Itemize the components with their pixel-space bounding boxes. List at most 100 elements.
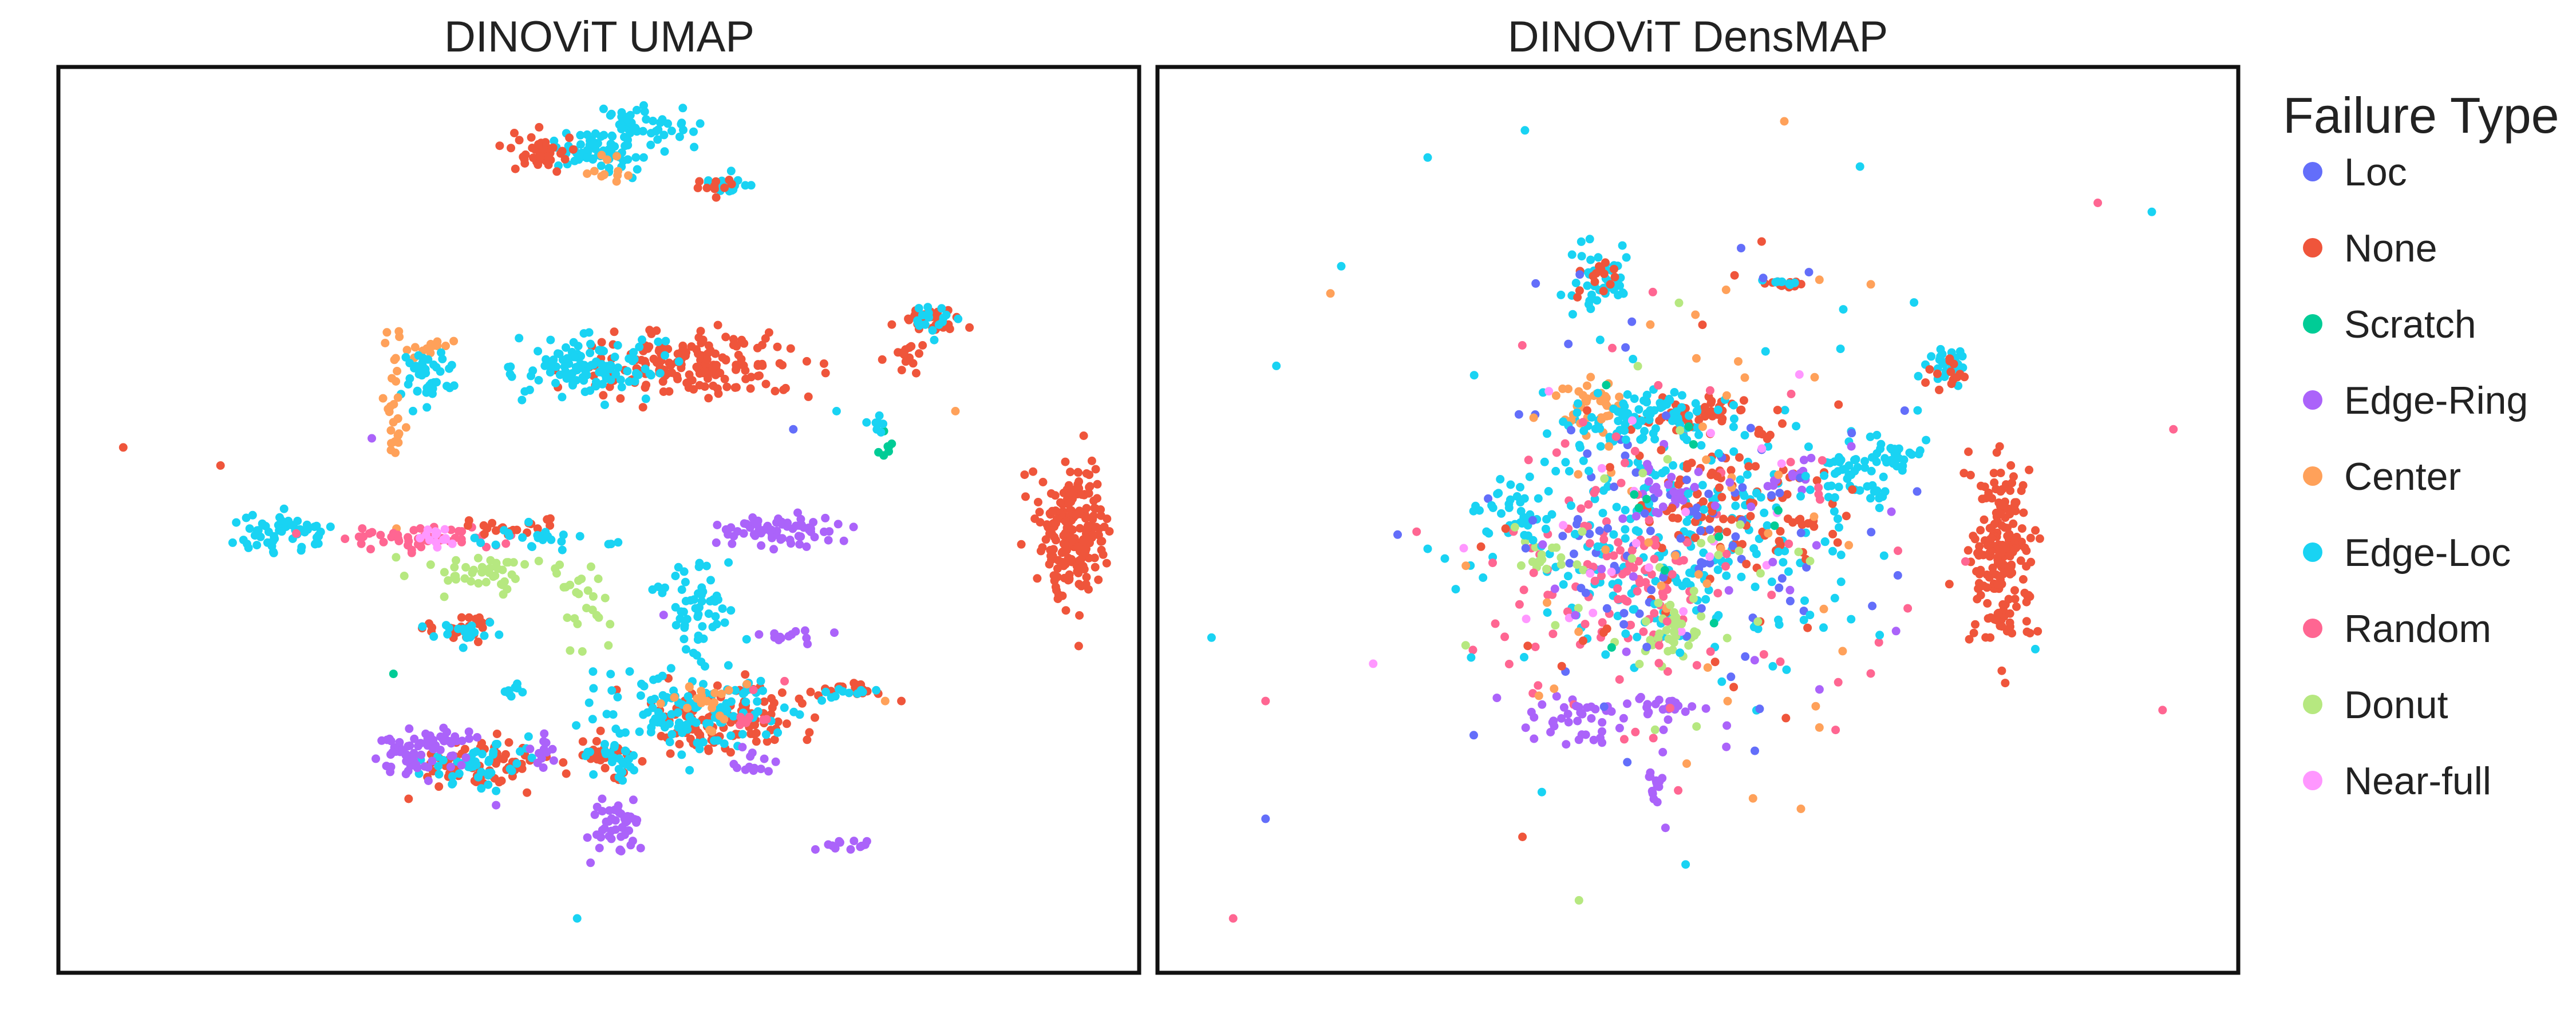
point-edge-ring: [446, 762, 455, 771]
point-none: [2016, 556, 2025, 565]
point-edge-loc: [677, 750, 686, 759]
point-donut: [1676, 426, 1685, 435]
point-edge-loc: [429, 360, 438, 369]
point-edge-loc: [559, 530, 568, 540]
point-none: [1657, 446, 1666, 455]
point-edge-loc: [738, 730, 747, 739]
point-edge-loc: [1876, 439, 1886, 449]
point-edge-loc: [1796, 492, 1805, 501]
point-edge-loc: [558, 545, 567, 554]
legend-item-edge-loc: Edge-Loc: [2303, 531, 2511, 575]
legend-label-loc: Loc: [2344, 150, 2407, 194]
point-none: [1668, 513, 1677, 522]
point-edge-ring: [820, 527, 828, 536]
point-edge-loc: [1585, 235, 1594, 244]
point-edge-loc: [1423, 544, 1432, 553]
point-edge-loc: [730, 686, 740, 695]
point-edge-loc: [1879, 472, 1888, 481]
point-edge-loc: [695, 603, 704, 612]
point-edge-loc: [500, 687, 509, 696]
point-loc: [1913, 487, 1922, 496]
point-donut: [1668, 645, 1677, 655]
point-loc: [1569, 549, 1578, 558]
point-edge-loc: [1820, 537, 1830, 546]
point-none: [1971, 620, 1980, 629]
point-edge-ring: [795, 540, 804, 549]
point-edge-loc: [469, 748, 478, 758]
point-edge-loc: [680, 623, 689, 632]
point-edge-ring: [372, 754, 380, 763]
point-edge-loc: [258, 519, 267, 528]
point-random: [1531, 643, 1540, 651]
point-loc: [1635, 609, 1644, 618]
point-edge-loc: [631, 124, 640, 133]
point-donut: [481, 577, 491, 587]
point-none: [1757, 237, 1766, 246]
point-edge-loc: [533, 530, 542, 540]
point-donut: [1633, 362, 1642, 371]
point-edge-ring: [617, 847, 626, 855]
point-edge-loc: [1337, 262, 1346, 271]
point-none: [520, 155, 529, 164]
point-none: [1994, 558, 2003, 567]
legend-marker-loc: [2303, 162, 2322, 181]
point-edge-loc: [1872, 486, 1882, 495]
point-edge-loc: [740, 688, 749, 697]
point-edge-loc: [455, 769, 464, 778]
point-loc: [1514, 410, 1523, 419]
point-edge-loc: [658, 115, 667, 124]
point-none: [2033, 627, 2042, 636]
point-edge-ring: [1669, 487, 1678, 496]
point-none: [434, 782, 444, 791]
point-edge-loc: [930, 335, 939, 344]
point-none: [1727, 515, 1736, 524]
point-center: [393, 431, 402, 440]
point-none: [1998, 541, 2008, 550]
point-edge-loc: [623, 155, 633, 164]
point-edge-ring: [794, 532, 803, 541]
point-none: [2018, 575, 2028, 584]
point-loc: [1640, 509, 1649, 518]
point-none: [1058, 558, 1067, 566]
point-edge-loc: [675, 614, 685, 623]
point-edge-loc: [795, 710, 804, 719]
point-edge-loc: [239, 536, 248, 545]
point-center: [708, 703, 717, 712]
point-random: [780, 676, 789, 686]
point-none: [773, 717, 783, 726]
point-none: [1717, 493, 1726, 502]
point-edge-loc: [516, 747, 524, 756]
point-none: [770, 735, 779, 744]
point-edge-ring: [1725, 478, 1735, 487]
point-none: [491, 526, 500, 535]
point-edge-loc: [641, 394, 650, 403]
legend-marker-edge-ring: [2303, 390, 2322, 410]
point-none: [912, 369, 920, 378]
point-edge-loc: [326, 522, 335, 532]
point-none: [762, 737, 772, 746]
point-edge-loc: [1737, 572, 1746, 581]
point-none: [1042, 520, 1052, 529]
point-near-full: [1597, 464, 1606, 473]
point-edge-loc: [1784, 279, 1793, 288]
point-none: [1476, 542, 1485, 551]
point-random: [1645, 516, 1654, 525]
point-none: [821, 369, 830, 378]
point-edge-loc: [528, 542, 536, 552]
point-random: [501, 539, 511, 548]
point-none: [1735, 453, 1744, 462]
point-edge-loc: [576, 140, 585, 149]
point-edge-loc: [1564, 467, 1574, 476]
point-loc: [1737, 244, 1745, 253]
point-random: [1560, 439, 1570, 448]
point-center: [1809, 512, 1819, 521]
point-edge-loc: [702, 561, 711, 571]
point-none: [504, 738, 513, 747]
point-edge-loc: [920, 320, 930, 329]
point-none: [1984, 488, 1993, 497]
point-loc: [1585, 529, 1594, 538]
point-edge-loc: [1828, 546, 1837, 556]
point-edge-loc: [447, 360, 456, 370]
point-edge-loc: [1704, 585, 1713, 595]
